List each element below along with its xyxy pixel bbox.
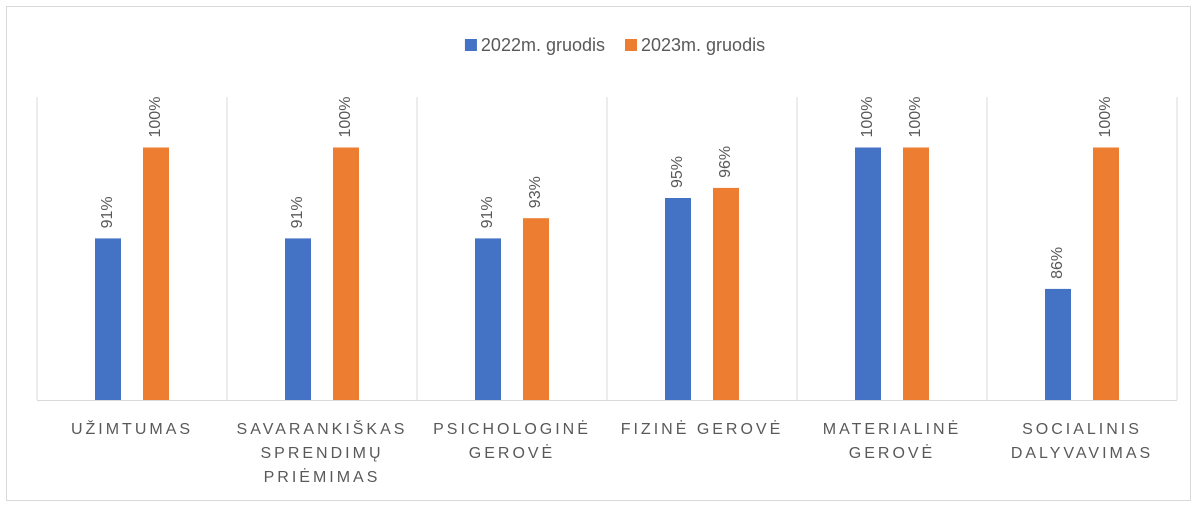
data-label: 96% [717, 146, 734, 178]
bar [333, 147, 359, 400]
x-tick-label: SAVARANKIŠKAS SPRENDIMŲ PRIĖMIMAS [236, 421, 408, 486]
data-label: 91% [99, 196, 116, 228]
bar [665, 198, 691, 400]
legend-label: 2022m. gruodis [481, 35, 605, 55]
bar [475, 238, 501, 400]
bar [713, 187, 739, 400]
data-label: 91% [479, 196, 496, 228]
data-label: 100% [337, 97, 354, 138]
data-label: 100% [859, 97, 876, 138]
chart-border [6, 6, 1191, 501]
data-label: 100% [907, 97, 924, 138]
x-tick-label: UŽIMTUMAS [70, 421, 194, 438]
x-tick-label: SOCIALINIS DALYVAVIMAS [1010, 421, 1154, 462]
legend-swatch [464, 39, 477, 51]
x-tick-label: MATERIALINĖ GEROVĖ [822, 421, 962, 462]
bar [143, 147, 169, 400]
legend-swatch [625, 39, 637, 51]
data-label: 95% [669, 156, 686, 188]
bar [523, 218, 549, 400]
data-label: 91% [289, 196, 306, 228]
data-label: 93% [527, 176, 544, 208]
bar [903, 147, 929, 400]
x-tick-label: FIZINĖ GEROVĖ [620, 421, 784, 438]
data-label: 86% [1049, 247, 1066, 279]
data-label: 100% [1097, 97, 1114, 138]
bar [855, 147, 881, 400]
bar [285, 238, 311, 400]
data-label: 100% [147, 97, 164, 138]
x-tick-label: PSICHOLOGINĖ GEROVĖ [433, 421, 591, 462]
legend-label: 2023m. gruodis [641, 35, 765, 55]
bar [1045, 288, 1071, 400]
bar [1093, 147, 1119, 400]
bar [95, 238, 121, 400]
